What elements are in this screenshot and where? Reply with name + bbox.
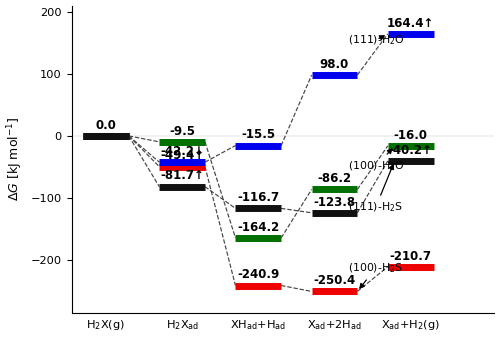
Text: 98.0: 98.0 [320, 58, 349, 71]
Text: -250.4: -250.4 [314, 274, 356, 287]
Text: (100)-H$_2$O: (100)-H$_2$O [348, 149, 405, 172]
Text: (111)-H$_2$O: (111)-H$_2$O [348, 33, 405, 47]
Text: -123.8: -123.8 [314, 196, 356, 209]
Text: -42.2↓: -42.2↓ [160, 145, 204, 158]
Text: -240.9: -240.9 [237, 268, 280, 281]
Text: -9.5: -9.5 [169, 125, 195, 138]
Text: -15.5: -15.5 [241, 128, 276, 141]
Text: -116.7: -116.7 [237, 191, 280, 204]
Y-axis label: $\Delta G$ [kJ mol$^{-1}$]: $\Delta G$ [kJ mol$^{-1}$] [6, 117, 25, 201]
Text: (111)-H$_2$S: (111)-H$_2$S [348, 165, 403, 214]
Text: -16.0: -16.0 [394, 129, 428, 142]
Text: -49.4↑: -49.4↑ [160, 149, 204, 163]
Text: -210.7: -210.7 [390, 249, 432, 263]
Text: -164.2: -164.2 [237, 221, 280, 234]
Text: 164.4↑: 164.4↑ [387, 17, 434, 30]
Text: (100)-H$_2$S: (100)-H$_2$S [348, 261, 403, 288]
Text: -86.2: -86.2 [318, 172, 352, 185]
Text: 0.0: 0.0 [96, 119, 116, 132]
Text: -81.7↑: -81.7↑ [160, 169, 204, 183]
Text: -40.2↑: -40.2↑ [388, 144, 432, 157]
